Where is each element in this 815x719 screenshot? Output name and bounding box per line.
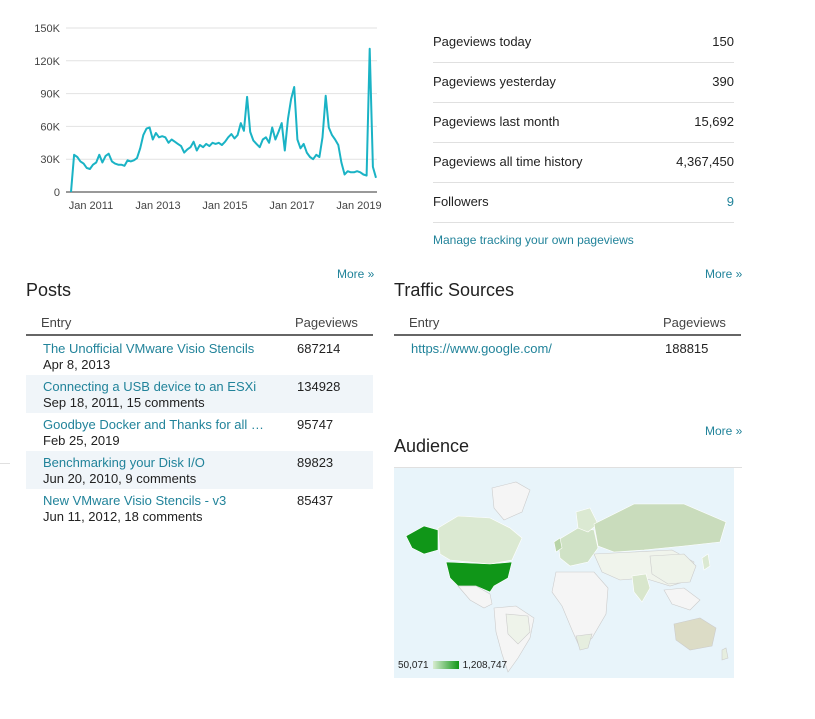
region-russia — [593, 503, 727, 553]
stat-value: 390 — [712, 74, 734, 89]
y-tick-label: 30K — [40, 154, 60, 166]
post-title-link[interactable]: Goodbye Docker and Thanks for all the — [43, 417, 265, 432]
region-uk — [553, 537, 563, 553]
table-row: Benchmarking your Disk I/O Jun 20, 2010,… — [26, 451, 373, 489]
stat-value: 4,367,450 — [676, 154, 734, 169]
stat-row-all-time: Pageviews all time history 4,367,450 — [433, 142, 734, 183]
manage-tracking-link[interactable]: Manage tracking your own pageviews — [433, 233, 634, 247]
region-scandinavia — [575, 507, 599, 533]
x-tick-label: Jan 2015 — [202, 200, 247, 212]
legend-gradient — [432, 661, 459, 670]
traffic-source-link[interactable]: https://www.google.com/ — [411, 341, 552, 356]
region-japan — [701, 553, 711, 571]
table-row: New VMware Visio Stencils - v3 Jun 11, 2… — [26, 489, 373, 527]
y-tick-label: 150K — [34, 23, 60, 35]
traffic-pageviews: 188815 — [665, 341, 709, 356]
col-pageviews: Pageviews — [663, 315, 726, 330]
region-mexico — [457, 585, 493, 609]
audience-more-link[interactable]: More » — [705, 424, 743, 438]
y-tick-label: 120K — [34, 56, 60, 68]
region-alaska — [405, 525, 439, 555]
posts-table-header: Entry Pageviews — [26, 313, 373, 336]
divider — [0, 463, 10, 464]
audience-title: Audience — [394, 436, 470, 456]
x-tick-label: Jan 2011 — [69, 200, 113, 212]
legend-min: 50,071 — [398, 660, 429, 671]
region-brazil — [505, 613, 531, 645]
post-date: Sep 18, 2011, 15 comments — [43, 395, 205, 410]
col-entry: Entry — [409, 315, 440, 330]
legend-max: 1,208,747 — [462, 660, 508, 671]
stat-row-yesterday: Pageviews yesterday 390 — [433, 62, 734, 103]
pageviews-chart: 150K 120K 90K 60K 30K 0 Jan 2011 Jan 2013 Jan 20… — [34, 23, 381, 212]
traffic-title: Traffic Sources — [394, 280, 515, 300]
x-tick-label: Jan 2017 — [269, 200, 314, 212]
region-usa — [445, 561, 513, 593]
table-row: Goodbye Docker and Thanks for all the Fe… — [26, 413, 373, 451]
post-date: Feb 25, 2019 — [43, 433, 120, 448]
post-date: Apr 8, 2013 — [43, 357, 111, 372]
post-pageviews: 89823 — [297, 455, 334, 470]
region-india — [631, 573, 651, 603]
stat-label: Pageviews today — [433, 34, 532, 49]
post-title-link[interactable]: The Unofficial VMware Visio Stencils — [43, 341, 255, 356]
stat-label: Pageviews yesterday — [433, 74, 556, 89]
table-row: The Unofficial VMware Visio Stencils Apr… — [26, 337, 373, 375]
post-pageviews: 95747 — [297, 417, 334, 432]
region-greenland — [491, 481, 531, 521]
stat-row-today: Pageviews today 150 — [433, 22, 734, 63]
traffic-more-link[interactable]: More » — [705, 267, 743, 281]
divider — [394, 467, 742, 468]
post-date: Jun 11, 2012, 18 comments — [43, 509, 203, 524]
y-tick-label: 60K — [40, 121, 60, 133]
region-nz — [721, 647, 729, 661]
x-tick-label: Jan 2019 — [336, 200, 381, 212]
map-legend: 50,071 1,208,747 — [398, 660, 507, 671]
x-tick-label: Jan 2013 — [135, 200, 180, 212]
y-tick-label: 90K — [40, 89, 60, 101]
posts-more-link[interactable]: More » — [337, 267, 375, 281]
audience-world-map[interactable]: 50,071 1,208,747 — [394, 468, 734, 678]
post-pageviews: 85437 — [297, 493, 334, 508]
col-pageviews: Pageviews — [295, 315, 358, 330]
table-row: Connecting a USB device to an ESXi Sep 1… — [26, 375, 373, 413]
post-title-link[interactable]: Benchmarking your Disk I/O — [43, 455, 205, 470]
col-entry: Entry — [41, 315, 72, 330]
stat-label: Pageviews all time history — [433, 154, 583, 169]
region-se-asia — [663, 587, 701, 611]
region-canada — [437, 515, 523, 565]
region-china — [649, 553, 697, 585]
post-title-link[interactable]: Connecting a USB device to an ESXi — [43, 379, 257, 394]
post-title-link[interactable]: New VMware Visio Stencils - v3 — [43, 493, 227, 508]
stat-value: 150 — [712, 34, 734, 49]
stat-value: 15,692 — [694, 114, 734, 129]
stat-row-last-month: Pageviews last month 15,692 — [433, 102, 734, 143]
post-date: Jun 20, 2010, 9 comments — [43, 471, 197, 486]
followers-count-link[interactable]: 9 — [726, 194, 734, 209]
y-tick-label: 0 — [54, 187, 60, 199]
table-row: https://www.google.com/ 188815 — [394, 337, 741, 375]
pageviews-series-line — [70, 47, 377, 193]
region-australia — [673, 617, 717, 651]
region-europe — [557, 527, 599, 567]
post-pageviews: 687214 — [297, 341, 341, 356]
stat-label: Followers — [433, 194, 489, 209]
traffic-table-header: Entry Pageviews — [394, 313, 741, 336]
post-pageviews: 134928 — [297, 379, 341, 394]
region-south-africa — [575, 633, 593, 651]
stat-row-followers: Followers 9 — [433, 182, 734, 223]
stat-label: Pageviews last month — [433, 114, 560, 129]
world-map-graphic — [405, 481, 729, 673]
posts-title: Posts — [26, 280, 72, 300]
